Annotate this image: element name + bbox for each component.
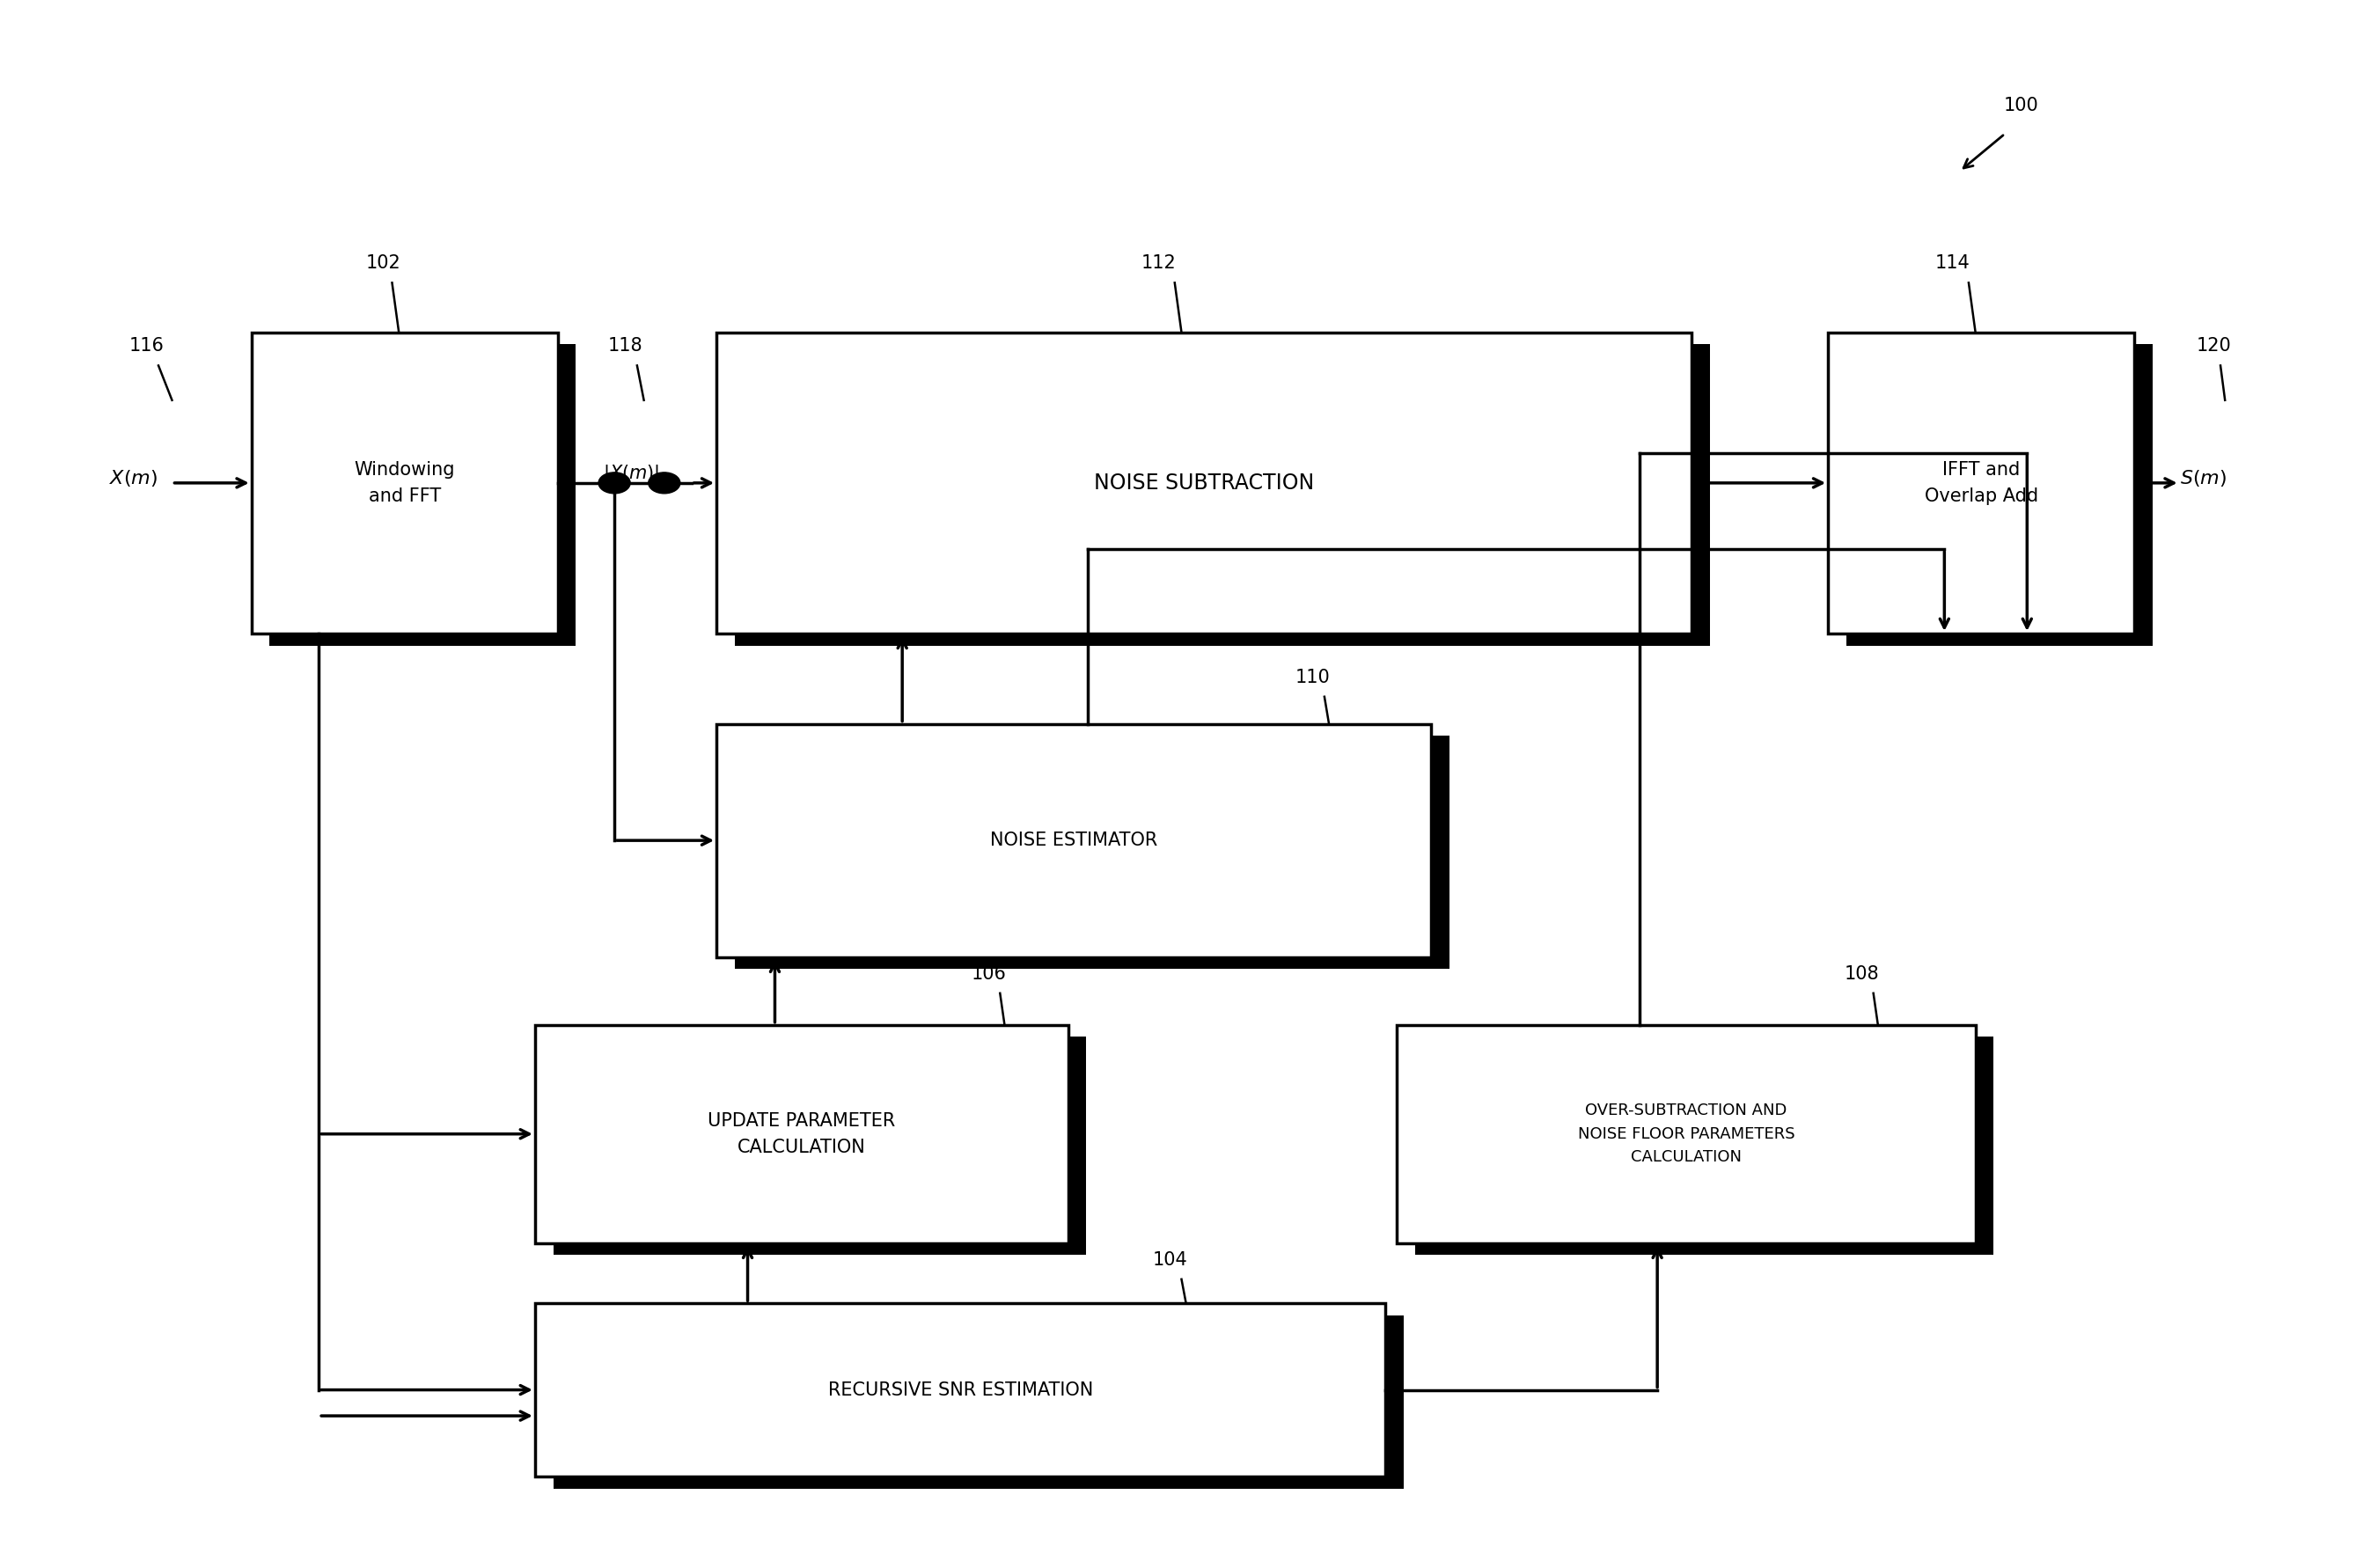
Text: UPDATE PARAMETER
CALCULATION: UPDATE PARAMETER CALCULATION	[707, 1112, 896, 1156]
Text: 118: 118	[607, 337, 643, 354]
Text: 106: 106	[971, 964, 1007, 983]
Bar	[269, 345, 577, 646]
Circle shape	[647, 472, 681, 494]
Text: RECURSIVE SNR ESTIMATION: RECURSIVE SNR ESTIMATION	[827, 1381, 1092, 1399]
Text: 102: 102	[366, 254, 399, 273]
Bar	[250, 332, 558, 633]
Text: 100: 100	[2004, 97, 2039, 114]
Bar	[534, 1303, 1385, 1477]
Bar	[735, 735, 1449, 969]
Bar	[716, 332, 1692, 633]
Bar	[553, 1316, 1404, 1488]
Text: 114: 114	[1935, 254, 1971, 273]
Circle shape	[598, 472, 631, 494]
Text: OVER-SUBTRACTION AND
NOISE FLOOR PARAMETERS
CALCULATION: OVER-SUBTRACTION AND NOISE FLOOR PARAMET…	[1578, 1102, 1796, 1165]
Text: $S(m)$: $S(m)$	[2179, 469, 2226, 489]
Text: NOISE SUBTRACTION: NOISE SUBTRACTION	[1094, 472, 1314, 494]
Bar	[1846, 345, 2153, 646]
Text: 108: 108	[1846, 964, 1879, 983]
Bar	[735, 345, 1711, 646]
Text: Windowing
and FFT: Windowing and FFT	[354, 461, 456, 505]
Bar	[1397, 1025, 1975, 1243]
Text: $X(m)$: $X(m)$	[109, 469, 158, 489]
Text: 112: 112	[1141, 254, 1177, 273]
Bar	[1829, 332, 2134, 633]
Text: IFFT and
Overlap Add: IFFT and Overlap Add	[1923, 461, 2037, 505]
Bar	[553, 1036, 1087, 1254]
Text: $|X(m)|$: $|X(m)|$	[603, 463, 659, 485]
Text: 116: 116	[130, 337, 165, 354]
Bar	[716, 724, 1432, 956]
Bar	[534, 1025, 1068, 1243]
Text: NOISE ESTIMATOR: NOISE ESTIMATOR	[990, 831, 1158, 850]
Text: 120: 120	[2195, 337, 2231, 354]
Bar	[1415, 1036, 1994, 1254]
Text: 104: 104	[1153, 1251, 1189, 1269]
Text: 110: 110	[1295, 668, 1330, 687]
